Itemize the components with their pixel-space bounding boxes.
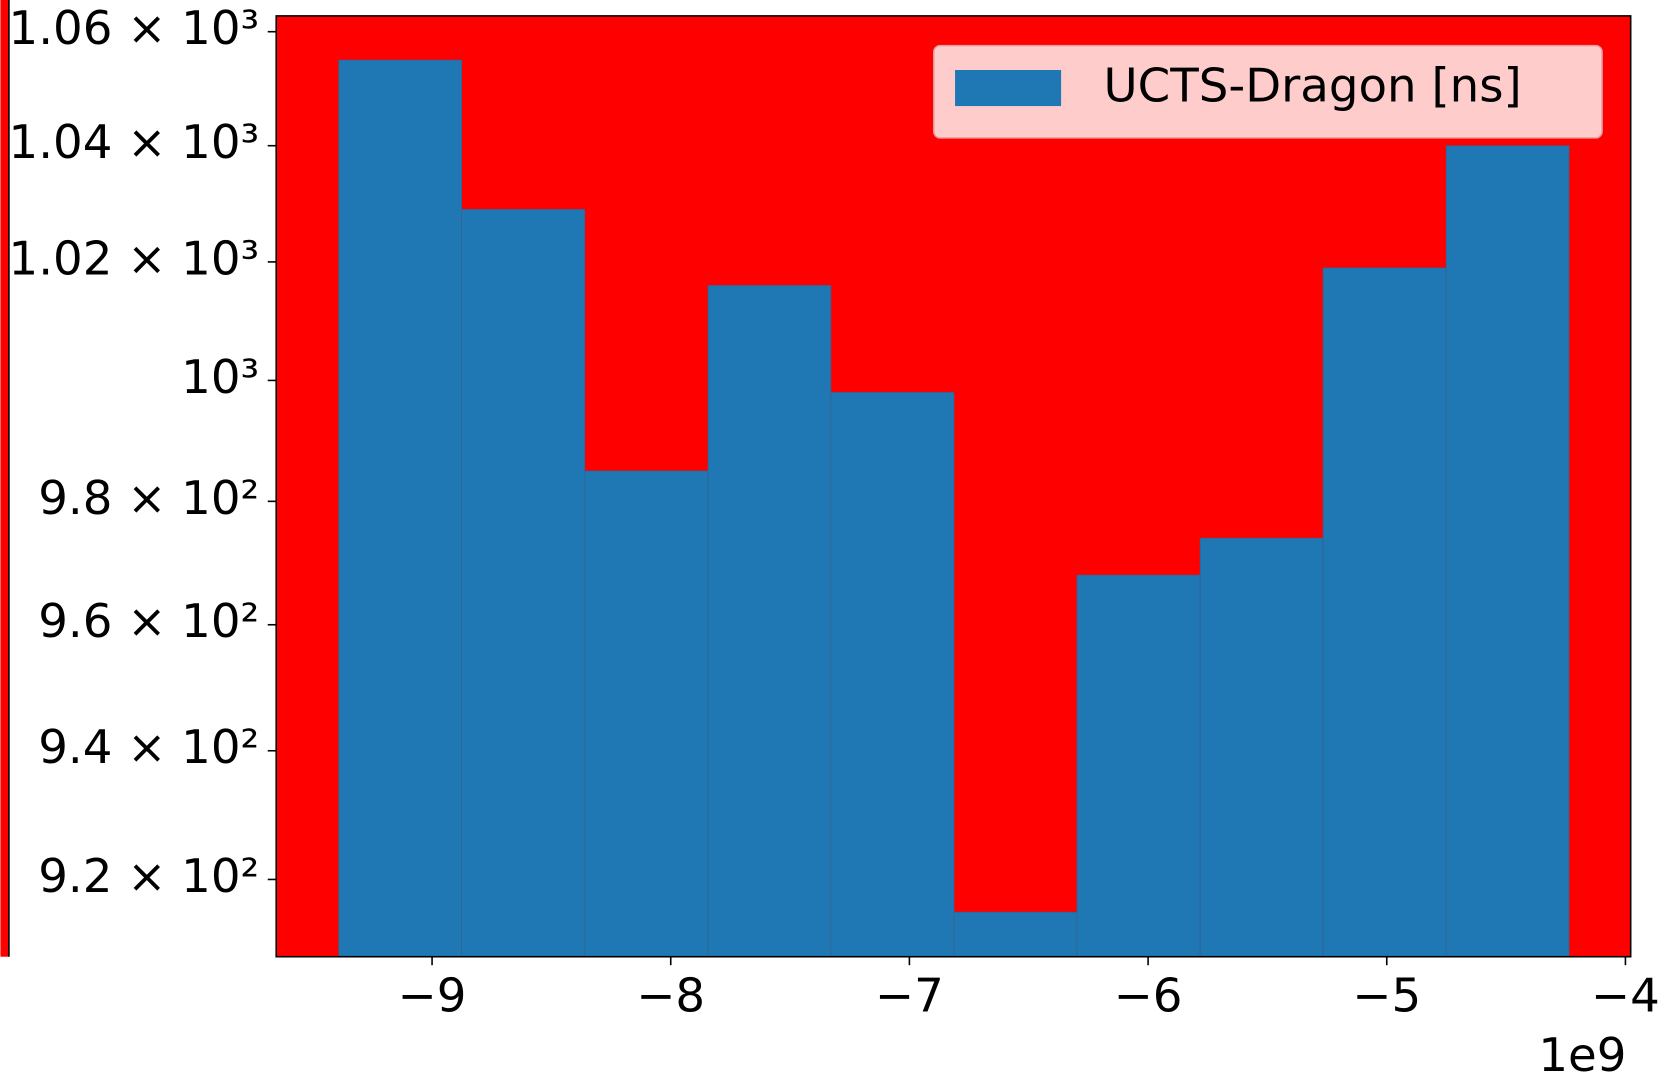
histogram-bar xyxy=(953,911,1078,958)
axes-frame xyxy=(275,15,1632,958)
legend: UCTS-Dragon [ns] xyxy=(933,44,1603,139)
histogram-bar xyxy=(1445,145,1570,958)
legend-label: UCTS-Dragon [ns] xyxy=(1104,60,1522,114)
y-tick-label: 9.8 × 10² xyxy=(38,472,259,526)
histogram-bar xyxy=(1199,537,1324,958)
histogram-bar xyxy=(830,392,955,958)
x-tick-label: −7 xyxy=(875,970,944,1024)
x-tick-label: −9 xyxy=(398,970,467,1024)
histogram-bar xyxy=(1322,267,1447,958)
y-tick-label: 1.04 × 10³ xyxy=(9,116,260,170)
x-offset-label: 1e9 xyxy=(1538,1029,1626,1083)
histogram-bar xyxy=(584,470,709,958)
x-tick-label: −8 xyxy=(636,970,705,1024)
y-tick-label: 10³ xyxy=(181,351,259,405)
legend-box xyxy=(933,44,1603,139)
legend-swatch xyxy=(955,70,1062,107)
x-tick-label: −5 xyxy=(1352,970,1421,1024)
histogram-bar xyxy=(1076,574,1201,958)
y-tick-label: 1.02 × 10³ xyxy=(9,232,260,286)
histogram-bar xyxy=(461,209,586,958)
x-tick-label: −4 xyxy=(1591,970,1660,1024)
histogram-bar xyxy=(707,285,832,958)
x-tick-label: −6 xyxy=(1114,970,1183,1024)
neighbor-axes-edge xyxy=(0,0,9,957)
y-tick-label: 1.06 × 10³ xyxy=(9,2,260,56)
y-tick-label: 9.6 × 10² xyxy=(38,595,259,649)
histogram-bar xyxy=(338,59,462,958)
y-tick-label: 9.4 × 10² xyxy=(38,721,259,775)
y-tick-label: 9.2 × 10² xyxy=(38,850,259,904)
